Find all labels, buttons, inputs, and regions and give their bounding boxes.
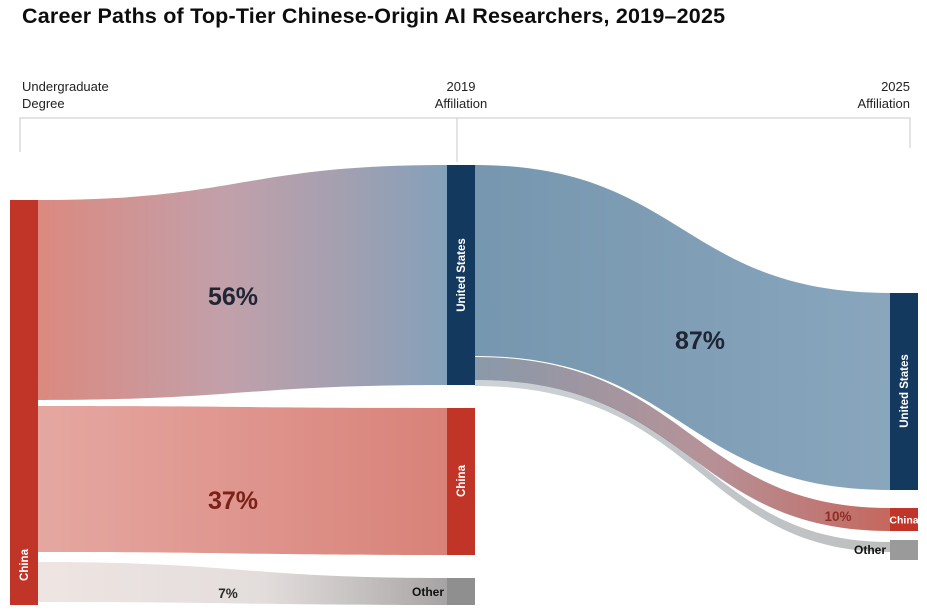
sankey-node-2019-china	[447, 408, 475, 555]
sankey-node-2025-other	[890, 540, 918, 560]
node-label-2025-other: Other	[854, 543, 886, 557]
sankey-node-undergrad-china	[10, 200, 38, 605]
sankey-link-us2019-to-china2025	[475, 357, 890, 531]
column-header-2019-line1: 2019	[447, 79, 476, 94]
sankey-node-2019-other	[447, 578, 475, 605]
sankey-node-2019-united-states	[447, 165, 475, 385]
node-label-2019-other: Other	[412, 585, 444, 599]
flow-label-7pct: 7%	[218, 586, 238, 601]
sankey-link-china-to-us-2019	[38, 165, 447, 400]
axis-bracket	[19, 117, 911, 162]
sankey-node-2025-china	[890, 508, 918, 531]
flow-label-37pct: 37%	[208, 487, 258, 515]
column-header-2025-line2: Affiliation	[857, 96, 910, 111]
column-header-2025-line1: 2025	[881, 79, 910, 94]
flow-label-87pct: 87%	[675, 327, 725, 355]
sankey-link-china-to-other-2019	[38, 562, 447, 605]
flow-label-56pct: 56%	[208, 283, 258, 311]
node-label-2025-china: China	[889, 515, 918, 527]
column-header-undergrad-line2: Degree	[22, 96, 65, 111]
node-label-2025-united-states: United States	[899, 354, 911, 428]
node-label-2019-united-states: United States	[456, 238, 468, 312]
node-label-undergrad-china: China	[19, 548, 31, 581]
sankey-link-china-to-china-2019	[38, 406, 447, 555]
node-label-2019-china: China	[456, 464, 468, 497]
flow-label-10pct: 10%	[824, 509, 851, 524]
sankey-link-us2019-to-us2025	[475, 165, 890, 490]
column-header-2019-line2: Affiliation	[435, 96, 488, 111]
column-headers: Undergraduate Degree 2019 Affiliation 20…	[22, 79, 910, 111]
sankey-node-2025-united-states	[890, 293, 918, 490]
page-title: Career Paths of Top-Tier Chinese-Origin …	[22, 4, 726, 28]
column-header-undergrad-line1: Undergraduate	[22, 79, 109, 94]
